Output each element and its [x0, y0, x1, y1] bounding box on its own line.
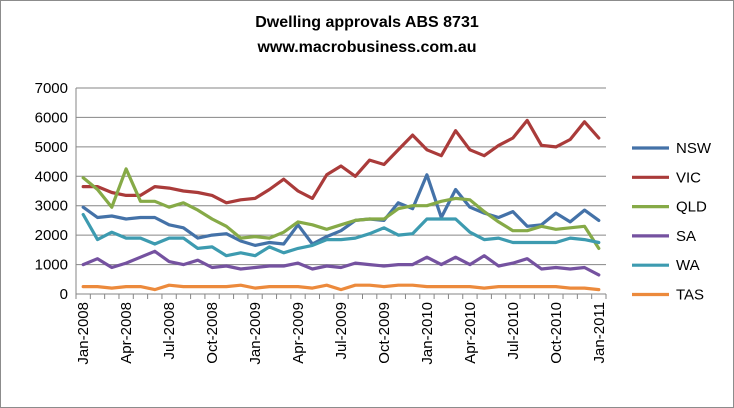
y-tick-label: 0	[60, 286, 68, 303]
y-tick-label: 7000	[35, 80, 68, 97]
x-tick-label: Apr-2009	[290, 302, 307, 364]
chart-title: Dwelling approvals ABS 8731	[255, 14, 479, 31]
y-tick-label: 6000	[35, 109, 68, 126]
legend-label-qld: QLD	[676, 199, 707, 216]
y-tick-label: 1000	[35, 257, 68, 274]
y-tick-label: 4000	[35, 168, 68, 185]
y-tick-label: 3000	[35, 198, 68, 215]
series-line-wa	[81, 212, 601, 258]
y-tick-label: 2000	[35, 227, 68, 244]
x-tick-label: Apr-2008	[118, 302, 135, 364]
x-tick-label: Oct-2010	[548, 302, 565, 364]
series-line-tas	[81, 283, 601, 292]
series-line-vic	[81, 118, 601, 205]
legend-label-wa: WA	[676, 257, 700, 274]
x-tick-label: Apr-2010	[462, 302, 479, 364]
x-tick-label: Jan-2011	[591, 302, 608, 363]
x-tick-label: Jan-2008	[75, 302, 92, 365]
y-tick-label: 5000	[35, 139, 68, 156]
series-line-qld	[81, 167, 601, 250]
legend-label-sa: SA	[676, 228, 696, 245]
x-tick-label: Jan-2010	[419, 302, 436, 365]
series-line-nsw	[81, 173, 601, 247]
x-tick-label: Oct-2008	[204, 302, 221, 364]
x-tick-label: Jul-2010	[505, 302, 522, 360]
legend-label-nsw: NSW	[676, 140, 712, 157]
x-tick-label: Oct-2009	[376, 302, 393, 364]
series-line-sa	[81, 249, 601, 277]
x-tick-label: Jul-2009	[333, 302, 350, 360]
legend-label-vic: VIC	[676, 169, 701, 186]
x-tick-label: Jan-2009	[247, 302, 264, 365]
legend-label-tas: TAS	[676, 287, 704, 304]
x-tick-label: Jul-2008	[161, 302, 178, 360]
chart-subtitle: www.macrobusiness.com.au	[257, 39, 477, 56]
